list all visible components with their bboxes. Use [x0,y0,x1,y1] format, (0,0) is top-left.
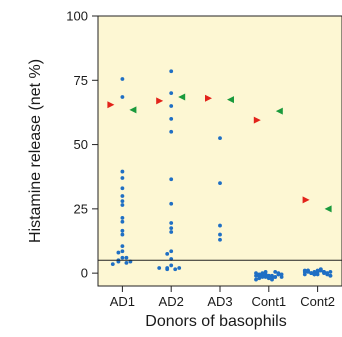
x-tick-label: Cont1 [251,294,286,309]
data-point [266,273,271,278]
data-point [120,219,125,224]
data-point [120,244,125,249]
plot-area [98,16,342,286]
data-point [124,255,129,260]
data-point [169,69,174,74]
red-marker [107,101,115,109]
data-point [165,267,170,272]
data-point [325,272,330,277]
data-point [120,232,125,237]
x-tick-label: AD3 [207,294,232,309]
data-point [169,116,174,121]
data-point [315,269,320,274]
data-point [120,186,125,191]
red-marker [156,97,164,105]
data-point [322,271,326,276]
data-point [218,223,222,228]
data-point [120,95,125,99]
data-point [169,226,174,231]
data-point [120,194,125,198]
x-tick-label: Cont2 [300,294,335,309]
x-tick-label: AD2 [159,294,184,309]
y-axis-title: Histamine release (net %) [27,59,44,243]
y-tick-label: 100 [66,9,88,24]
x-axis: AD1 AD2 AD3 Cont1 Cont2 [110,286,335,309]
data-point [306,268,310,273]
data-point [218,232,222,237]
data-point [120,169,125,174]
data-point [218,136,222,141]
data-point [120,176,125,180]
data-point [328,273,333,278]
data-point [120,255,125,260]
red-marker [205,94,212,102]
data-point [302,269,307,274]
data-point [169,230,174,234]
data-point [169,129,174,134]
data-point [218,237,222,242]
data-point [169,177,174,182]
green-marker [324,205,332,213]
data-point [309,271,314,276]
data-point [177,266,182,270]
data-point [328,269,333,274]
data-point [110,262,115,267]
y-tick-label: 50 [74,137,88,152]
y-tick-label: 75 [74,73,88,88]
data-point [169,221,174,225]
data-point [169,104,174,108]
red-marker [253,116,261,124]
data-point [260,271,265,276]
data-point [169,201,174,206]
y-tick-label: 0 [81,266,88,281]
data-point [120,249,125,254]
data-point [157,266,162,270]
data-point [270,277,274,282]
data-point [263,269,268,274]
data-point [120,215,125,220]
data-marks [107,69,333,282]
green-marker [178,93,186,101]
y-axis: 0 25 50 75 100 [66,9,98,281]
data-point [169,263,174,268]
data-point [116,250,121,255]
data-point [120,77,125,81]
data-point [276,272,281,277]
data-point [279,272,284,277]
green-marker [227,96,234,104]
red-marker [302,196,310,204]
data-point [165,251,170,256]
green-marker [275,107,283,115]
data-point [273,275,278,279]
data-point [173,267,178,272]
data-point [257,276,262,281]
data-point [218,181,222,186]
y-tick-label: 25 [74,201,88,216]
data-point [169,249,174,254]
x-tick-label: AD1 [110,294,135,309]
data-point [318,268,323,273]
data-point [312,272,317,277]
data-point [120,199,125,204]
green-marker [129,106,137,114]
data-point [273,269,278,274]
data-point [254,273,258,278]
data-point [254,277,258,282]
x-axis-title: Donors of basophils [145,313,286,330]
data-point [120,203,125,207]
data-point [120,228,125,233]
data-point [260,275,265,279]
data-point [169,91,174,96]
data-point [124,260,129,265]
